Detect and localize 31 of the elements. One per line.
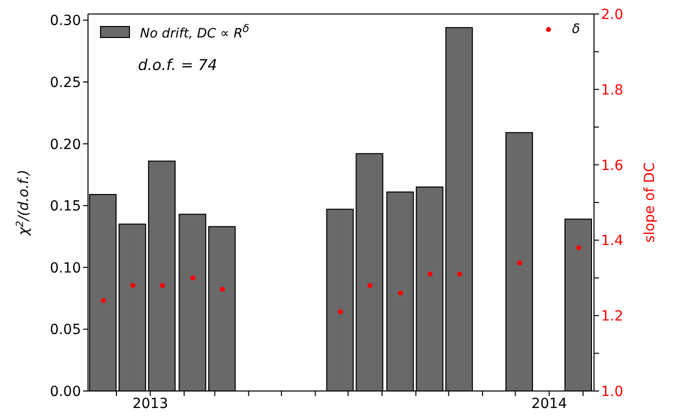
point — [338, 309, 343, 314]
point — [100, 298, 106, 304]
point — [457, 272, 462, 277]
x-tick-label: 2013 — [132, 396, 168, 412]
y-tick-label: 0.05 — [50, 322, 81, 338]
y-tick-label: 0.15 — [50, 198, 81, 215]
y-tick-label: 0.25 — [50, 74, 81, 91]
y2-tick-label: 1.8 — [601, 82, 624, 98]
point — [576, 245, 582, 250]
y2-axis-title: slope of DC — [642, 162, 658, 243]
y-tick-label: 0.20 — [50, 136, 81, 153]
y2-tick-label: 1.6 — [601, 158, 624, 174]
point — [130, 282, 136, 288]
point — [517, 260, 522, 266]
point — [160, 282, 165, 288]
y2-tick-label: 2.0 — [601, 6, 624, 23]
y2-tick-label: 1.2 — [601, 308, 624, 325]
legend-label: No drift, DC ∝ R$^{δ}$ — [140, 22, 250, 42]
x-tick-label: 2014 — [531, 396, 568, 412]
y-tick-label: 0.00 — [50, 384, 81, 400]
point — [428, 272, 433, 277]
y-tick-label: 0.10 — [50, 260, 81, 276]
annotation: d.o.f. = 74 — [138, 56, 218, 74]
point — [398, 290, 404, 296]
y2-tick-label: 1.4 — [601, 233, 624, 250]
point — [190, 275, 196, 280]
legend-label: δ — [572, 22, 580, 37]
point — [367, 282, 372, 288]
y2-tick-label: 1.0 — [601, 384, 624, 400]
point — [220, 286, 225, 292]
y-tick-label: 0.30 — [50, 13, 81, 30]
